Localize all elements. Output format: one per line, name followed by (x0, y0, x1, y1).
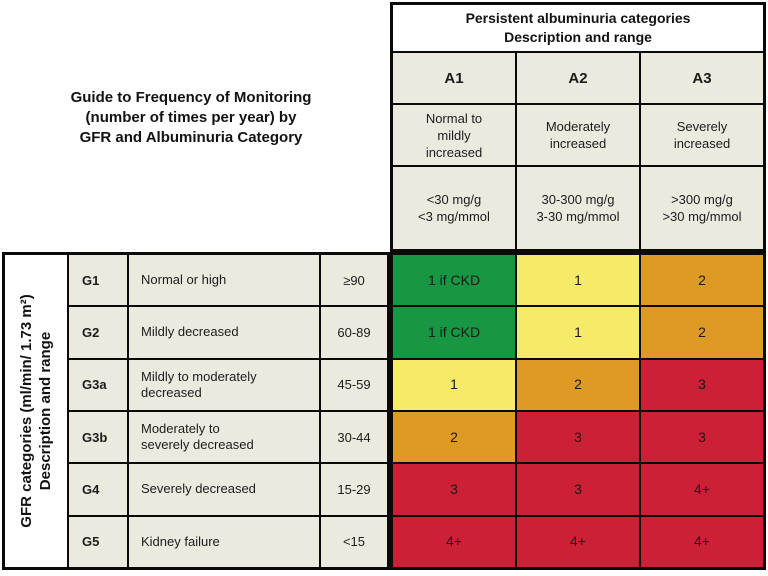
gfr-range-g4: 15-29 (321, 464, 387, 515)
gfr-description-g5: Kidney failure (129, 516, 319, 567)
albuminuria-code-a1: A1 (393, 53, 515, 103)
gfr-description-g3a: Mildly to moderately decreased (129, 359, 319, 410)
matrix-cell-g3b-a2: 3 (517, 411, 639, 463)
gfr-axis-label-line1: GFR categories (ml/min/ 1.73 m²) (18, 294, 35, 528)
albuminuria-code-a3: A3 (641, 53, 763, 103)
matrix-cell-g3b-a1: 2 (393, 411, 515, 463)
albuminuria-header: Persistent albuminuria categories Descri… (393, 5, 763, 51)
gfr-description-g4: Severely decreased (129, 464, 319, 515)
gfr-axis-label-text: GFR categories (ml/min/ 1.73 m²) Descrip… (17, 261, 55, 561)
gfr-code-g2: G2 (69, 307, 127, 358)
gfr-code-g4: G4 (69, 464, 127, 515)
figure-title-line1: Guide to Frequency of Monitoring (70, 89, 312, 106)
albuminuria-code-a2: A2 (517, 53, 639, 103)
figure-title-line3: GFR and Albuminuria Category (79, 129, 303, 146)
matrix-cell-g3a-a2: 2 (517, 359, 639, 410)
matrix-cell-g1-a3: 2 (641, 255, 763, 306)
albuminuria-range-a3: >300 mg/g >30 mg/mmol (641, 167, 763, 249)
albuminuria-range-a1: <30 mg/g <3 mg/mmol (393, 167, 515, 249)
gfr-category-table: GFR categories (ml/min/ 1.73 m²) Descrip… (2, 252, 390, 570)
gfr-code-g3a: G3a (69, 359, 127, 410)
matrix-cell-g4-a3: 4+ (641, 464, 763, 515)
albuminuria-header-title: Persistent albuminuria categories (465, 10, 691, 26)
albuminuria-range-a2: 30-300 mg/g 3-30 mg/mmol (517, 167, 639, 249)
matrix-cell-g5-a3: 4+ (641, 516, 763, 567)
matrix-cell-g5-a1: 4+ (393, 516, 515, 567)
albuminuria-description-a1: Normal to mildly increased (393, 105, 515, 165)
albuminuria-header-table: Persistent albuminuria categories Descri… (390, 2, 766, 252)
gfr-range-g2: 60-89 (321, 307, 387, 358)
matrix-cell-g2-a3: 2 (641, 307, 763, 358)
gfr-axis-label: GFR categories (ml/min/ 1.73 m²) Descrip… (5, 255, 67, 567)
gfr-code-g1: G1 (69, 255, 127, 306)
figure-title-line2: (number of times per year) by (85, 109, 297, 126)
matrix-cell-g3a-a1: 1 (393, 359, 515, 410)
matrix-cell-g1-a1: 1 if CKD (393, 255, 515, 306)
gfr-axis-label-line2: Description and range (37, 331, 54, 491)
gfr-description-g3b: Moderately to severely decreased (129, 411, 319, 463)
gfr-range-g3b: 30-44 (321, 411, 387, 463)
monitoring-frequency-matrix: 1 if CKD 1 2 1 if CKD 1 2 1 2 3 2 3 3 3 … (390, 252, 766, 570)
matrix-cell-g3a-a3: 3 (641, 359, 763, 410)
albuminuria-description-a2: Moderately increased (517, 105, 639, 165)
matrix-cell-g3b-a3: 3 (641, 411, 763, 463)
albuminuria-header-subtitle: Description and range (504, 29, 652, 45)
gfr-description-g1: Normal or high (129, 255, 319, 306)
gfr-code-g3b: G3b (69, 411, 127, 463)
gfr-range-g3a: 45-59 (321, 359, 387, 410)
matrix-cell-g4-a1: 3 (393, 464, 515, 515)
matrix-cell-g1-a2: 1 (517, 255, 639, 306)
matrix-cell-g2-a2: 1 (517, 307, 639, 358)
gfr-description-g2: Mildly decreased (129, 307, 319, 358)
gfr-range-g1: ≥90 (321, 255, 387, 306)
gfr-code-g5: G5 (69, 516, 127, 567)
matrix-cell-g5-a2: 4+ (517, 516, 639, 567)
albuminuria-description-a3: Severely increased (641, 105, 763, 165)
matrix-cell-g2-a1: 1 if CKD (393, 307, 515, 358)
figure-title: Guide to Frequency of Monitoring (number… (0, 88, 382, 148)
gfr-range-g5: <15 (321, 516, 387, 567)
matrix-cell-g4-a2: 3 (517, 464, 639, 515)
